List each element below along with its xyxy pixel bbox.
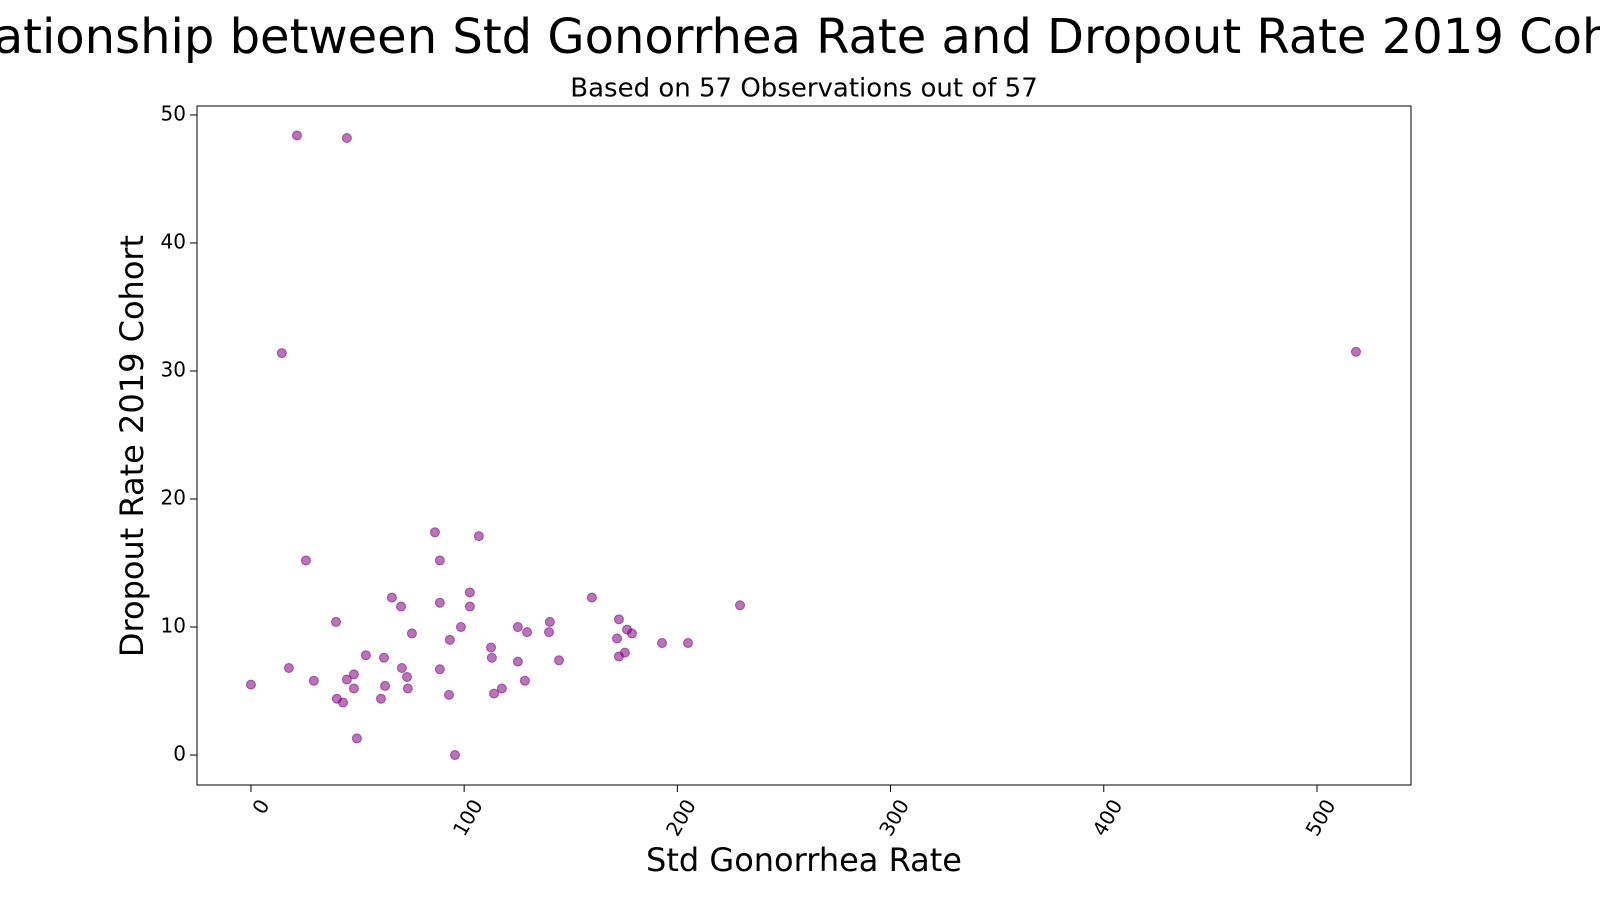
y-tick-label: 10 (161, 614, 186, 638)
point (735, 600, 746, 611)
x-axis-label: Std Gonorrhea Rate (646, 841, 962, 879)
point (449, 750, 460, 761)
point (486, 642, 497, 653)
point (464, 587, 475, 598)
point (341, 133, 352, 144)
point (283, 662, 294, 673)
point (338, 697, 349, 708)
point (1350, 346, 1361, 357)
x-tick-label: 0 (247, 795, 274, 818)
point (444, 634, 455, 645)
point (434, 664, 445, 675)
point (291, 130, 302, 141)
y-axis-label: Dropout Rate 2019 Cohort (113, 235, 151, 657)
point (378, 652, 389, 663)
point (512, 622, 523, 633)
point (544, 616, 555, 627)
point (455, 622, 466, 633)
point (444, 689, 455, 700)
point (586, 592, 597, 603)
plot-frame (196, 105, 1412, 786)
point (434, 555, 445, 566)
y-tick-label: 40 (161, 229, 186, 253)
y-tick-label: 30 (161, 357, 186, 381)
point (396, 662, 407, 673)
point (331, 616, 342, 627)
point (380, 680, 391, 691)
point (276, 348, 287, 359)
point (402, 671, 413, 682)
x-tick-label: 400 (1087, 795, 1127, 840)
x-tick-label: 500 (1301, 795, 1341, 840)
y-tick-label: 50 (161, 101, 186, 125)
point (429, 527, 440, 538)
point (245, 679, 256, 690)
point (683, 638, 694, 649)
point (396, 601, 407, 612)
point (341, 674, 352, 685)
x-tick-label: 100 (448, 795, 488, 840)
point (434, 597, 445, 608)
point (657, 638, 668, 649)
point (496, 683, 507, 694)
y-tick-label: 0 (173, 742, 186, 766)
point (486, 652, 497, 663)
point (348, 683, 359, 694)
chart-title: Relationship between Std Gonorrhea Rate … (0, 9, 1600, 65)
x-tick-label: 200 (661, 795, 701, 840)
x-tick-label: 300 (874, 795, 914, 840)
point (612, 633, 623, 644)
point (402, 683, 413, 694)
point (613, 614, 624, 625)
chart-subtitle: Based on 57 Observations out of 57 (570, 74, 1037, 104)
point (512, 656, 523, 667)
y-tick-label: 20 (161, 486, 186, 510)
point (519, 675, 530, 686)
point (473, 531, 484, 542)
point (488, 688, 499, 699)
point (351, 733, 362, 744)
point (626, 628, 637, 639)
point (613, 651, 624, 662)
point (406, 628, 417, 639)
point (386, 592, 397, 603)
point (464, 601, 475, 612)
point (544, 627, 555, 638)
point (300, 555, 311, 566)
point (375, 693, 386, 704)
point (522, 627, 533, 638)
point (360, 650, 371, 661)
point (348, 669, 359, 680)
point (308, 675, 319, 686)
point (554, 655, 565, 666)
